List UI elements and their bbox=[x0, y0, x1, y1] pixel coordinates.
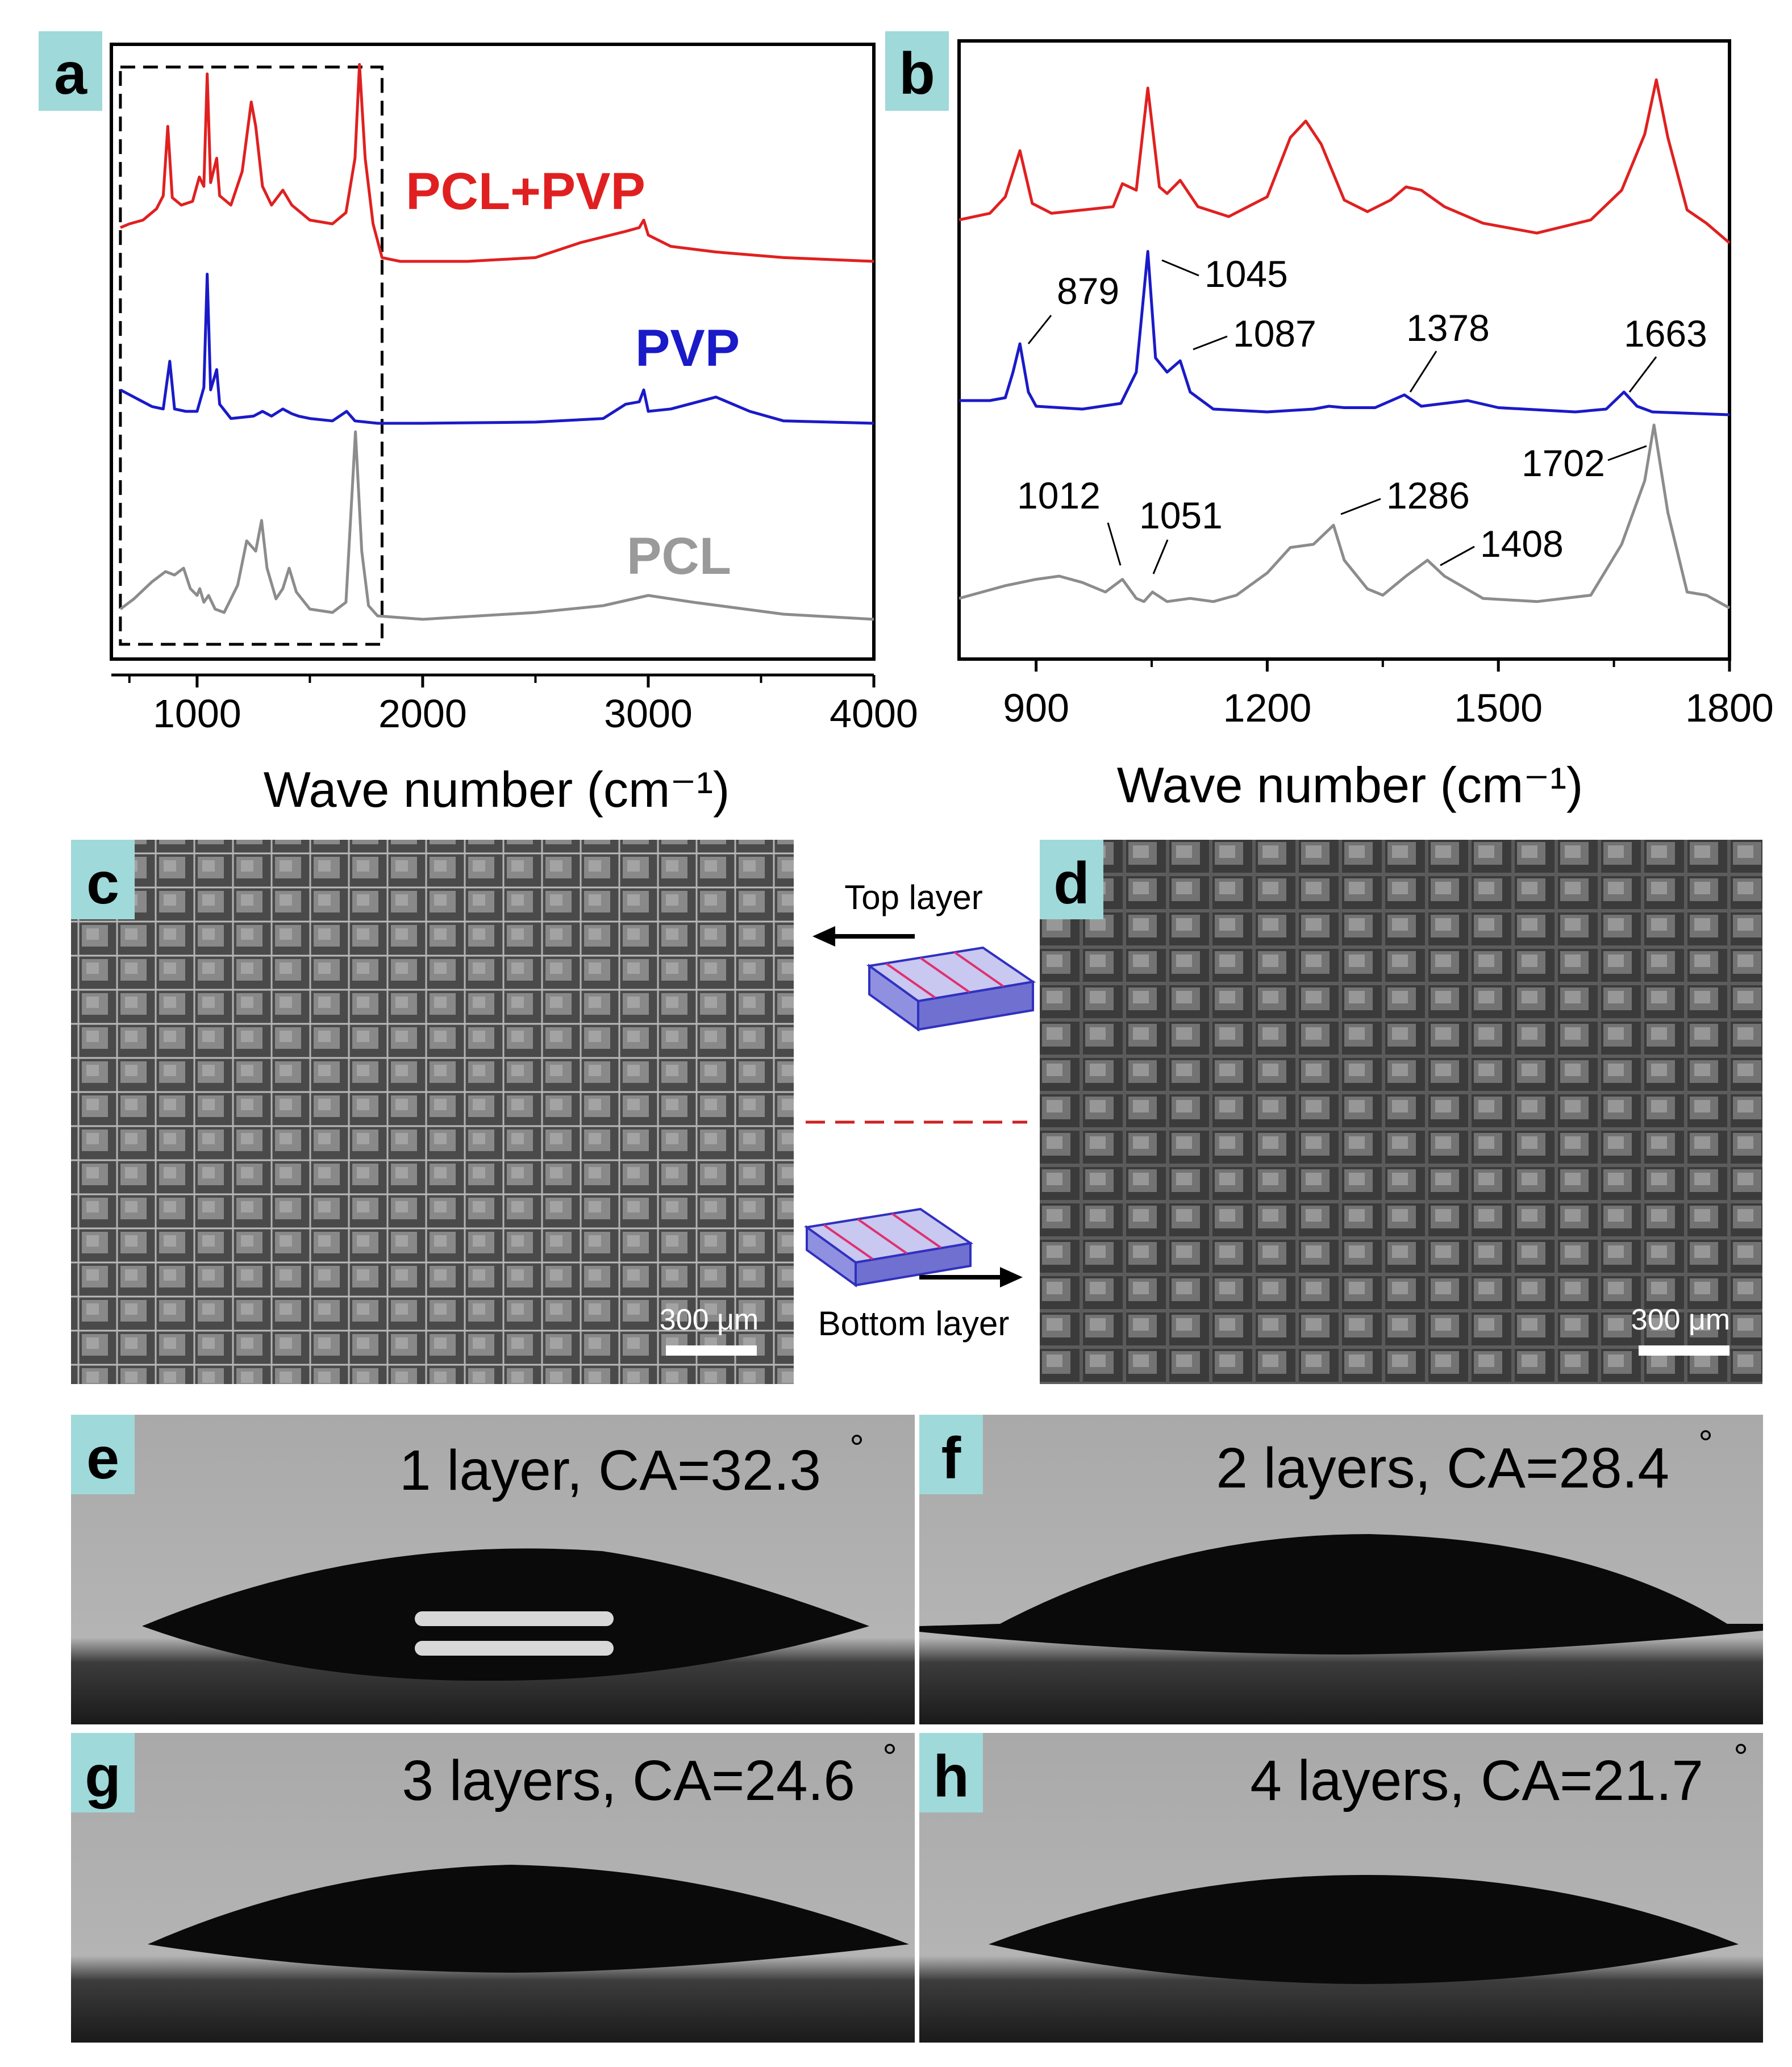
peak-label-1663: 1663 bbox=[1624, 312, 1707, 355]
panel-b-label-bg bbox=[885, 31, 949, 111]
degree-symbol-e: ° bbox=[849, 1427, 864, 1468]
panel-h: h 4 layers, CA=21.7 ° bbox=[919, 1733, 1763, 2043]
droplet-h bbox=[989, 1875, 1739, 1984]
panel-b: b 900 1200 1500 1800 879 1045 1087 1378 1663 170… bbox=[885, 31, 1774, 813]
droplet-g bbox=[148, 1865, 909, 1973]
panel-c-label: c bbox=[86, 851, 119, 916]
panel-a-tick-label: 2000 bbox=[378, 691, 467, 736]
series-pcl-a bbox=[119, 430, 874, 621]
micrograph-c-tint bbox=[71, 840, 794, 1384]
micrograph-d-tint bbox=[1040, 840, 1762, 1384]
panel-a-label: a bbox=[54, 41, 87, 107]
panel-a-frame bbox=[110, 43, 876, 661]
panel-f-label-bg bbox=[919, 1415, 983, 1494]
droplet-e-reflection-2 bbox=[415, 1641, 614, 1656]
panel-f-label: f bbox=[941, 1426, 961, 1491]
top-layer-arrowhead bbox=[812, 926, 835, 947]
peak-label-1051: 1051 bbox=[1139, 494, 1223, 536]
top-layer-stack-icon bbox=[866, 946, 1036, 1032]
peak-leader-1378 bbox=[1409, 351, 1437, 393]
peak-leader-1702 bbox=[1607, 445, 1647, 461]
peak-leader-1408 bbox=[1440, 545, 1475, 566]
series-pvp-b bbox=[959, 250, 1730, 416]
panel-b-tick-label: 1800 bbox=[1685, 686, 1774, 730]
micrograph-c bbox=[71, 840, 794, 1384]
degree-symbol-f: ° bbox=[1698, 1423, 1713, 1464]
scale-bar-c bbox=[666, 1345, 757, 1356]
scale-bar-d bbox=[1639, 1345, 1730, 1356]
layer-schematic: Top layer Bottom layer bbox=[803, 878, 1036, 1343]
ca-label-g: 3 layers, CA=24.6 bbox=[402, 1749, 855, 1812]
panel-h-label-bg bbox=[919, 1733, 983, 1812]
peak-leader-1286 bbox=[1340, 498, 1381, 515]
peak-label-1408: 1408 bbox=[1480, 523, 1564, 565]
peak-leader-1663 bbox=[1628, 356, 1657, 393]
droplet-e-reflection bbox=[415, 1611, 614, 1626]
panel-a: a 1000 2000 3000 4000 PCL+PVP PVP PCL Wave … bbox=[39, 31, 918, 818]
panel-f: f 2 layers, CA=28.4 ° bbox=[919, 1415, 1763, 1724]
panel-g: g 3 layers, CA=24.6 ° bbox=[71, 1733, 915, 2043]
peak-leader-1012 bbox=[1107, 522, 1122, 566]
scale-bar-label-d: 300 μm bbox=[1631, 1303, 1730, 1336]
panel-e: e 1 layer, CA=32.3 ° bbox=[71, 1415, 915, 1724]
legend-pvp: PVP bbox=[635, 319, 740, 377]
micrograph-d bbox=[1040, 840, 1762, 1384]
series-pvp-a bbox=[119, 273, 874, 425]
panel-e-label: e bbox=[86, 1426, 119, 1491]
panel-a-tick-label: 3000 bbox=[604, 691, 693, 736]
droplet-f bbox=[919, 1534, 1763, 1655]
legend-pclpvp: PCL+PVP bbox=[406, 162, 645, 220]
panel-g-label-bg bbox=[71, 1733, 135, 1812]
peak-leader-1045 bbox=[1161, 259, 1199, 277]
panel-c: c 300 μm bbox=[71, 840, 794, 1384]
scale-bar-label-c: 300 μm bbox=[660, 1303, 759, 1336]
peak-label-1702: 1702 bbox=[1522, 442, 1605, 484]
panel-b-tick-label: 900 bbox=[1003, 686, 1069, 730]
peak-leader-1051 bbox=[1152, 539, 1169, 574]
panel-h-label: h bbox=[933, 1744, 969, 1810]
peak-label-1045: 1045 bbox=[1205, 253, 1288, 295]
peak-leader-1087 bbox=[1193, 335, 1228, 351]
panel-g-label: g bbox=[85, 1744, 121, 1810]
series-pcl-b bbox=[958, 423, 1731, 610]
legend-pcl: PCL bbox=[627, 527, 731, 585]
panel-d: d 300 μm bbox=[1040, 840, 1762, 1384]
bottom-layer-label: Bottom layer bbox=[818, 1305, 1010, 1343]
panel-d-label-bg bbox=[1040, 840, 1103, 919]
peak-label-1012: 1012 bbox=[1017, 474, 1101, 516]
panel-a-tick-label: 1000 bbox=[153, 691, 241, 736]
panel-a-label-bg bbox=[39, 31, 102, 111]
panel-b-label: b bbox=[899, 41, 935, 107]
panel-e-label-bg bbox=[71, 1415, 135, 1494]
panel-b-tick-label: 1500 bbox=[1454, 686, 1543, 730]
degree-symbol-h: ° bbox=[1733, 1736, 1748, 1777]
panel-a-tick-label: 4000 bbox=[830, 691, 918, 736]
degree-symbol-g: ° bbox=[882, 1736, 897, 1777]
panel-c-label-bg bbox=[71, 840, 135, 919]
peak-leader-879 bbox=[1027, 315, 1052, 344]
panel-a-x-axis: 1000 2000 3000 4000 bbox=[111, 673, 918, 736]
panel-d-label: d bbox=[1053, 851, 1090, 916]
ca-label-h: 4 layers, CA=21.7 bbox=[1250, 1749, 1703, 1812]
ca-label-f: 2 layers, CA=28.4 bbox=[1216, 1436, 1669, 1500]
peak-label-1286: 1286 bbox=[1386, 474, 1470, 516]
panel-a-x-label: Wave number (cm⁻¹) bbox=[264, 761, 730, 818]
peak-label-1378: 1378 bbox=[1406, 307, 1490, 349]
panel-b-x-label: Wave number (cm⁻¹) bbox=[1117, 757, 1583, 813]
peak-label-1087: 1087 bbox=[1233, 312, 1316, 355]
series-pcl-pvp-b bbox=[958, 78, 1731, 244]
series-pcl-pvp-a bbox=[119, 63, 874, 263]
panel-b-frame bbox=[957, 39, 1731, 661]
top-layer-label: Top layer bbox=[844, 878, 982, 916]
dashed-highlight-box bbox=[119, 65, 384, 646]
panel-b-x-axis: 900 1200 1500 1800 bbox=[1003, 659, 1774, 730]
bottom-layer-arrowhead bbox=[1000, 1267, 1023, 1287]
peak-label-879: 879 bbox=[1057, 270, 1119, 312]
ca-label-e: 1 layer, CA=32.3 bbox=[399, 1439, 821, 1502]
bottom-layer-stack-icon bbox=[803, 1207, 974, 1287]
panel-b-tick-label: 1200 bbox=[1223, 686, 1312, 730]
